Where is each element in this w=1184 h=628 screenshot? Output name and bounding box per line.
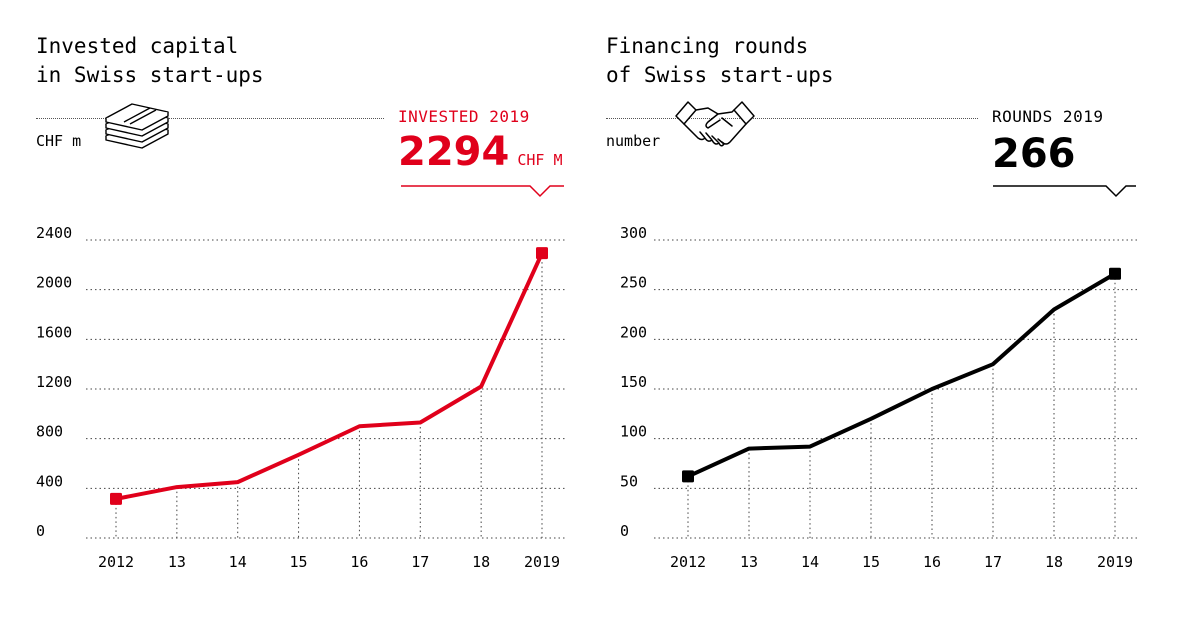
x-tick-label: 2019 — [1097, 553, 1133, 571]
x-tick-label: 18 — [472, 553, 490, 571]
y-tick-label: 200 — [620, 323, 647, 341]
financing-rounds-panel: Financing rounds of Swiss start-ups numb… — [592, 0, 1184, 628]
data-point — [743, 443, 755, 455]
endpoint-marker — [1109, 267, 1121, 280]
y-tick-label: 0 — [36, 522, 45, 540]
x-tick-label: 16 — [350, 553, 368, 571]
y-tick-label: 0 — [620, 522, 629, 540]
rounds-2019-value: 266 — [992, 131, 1076, 177]
invested-title-line-2: in Swiss start-ups — [36, 63, 264, 87]
rounds-unit-label: number — [606, 132, 661, 150]
x-tick-label: 14 — [229, 553, 247, 571]
banknotes-icon — [105, 103, 169, 149]
x-tick-label: 17 — [984, 553, 1002, 571]
data-point — [414, 417, 426, 429]
y-tick-label: 2000 — [36, 274, 72, 292]
rounds-2019-label: ROUNDS 2019 — [992, 107, 1104, 126]
invested-2019-unit: CHF M — [517, 151, 563, 169]
y-tick-label: 150 — [620, 373, 647, 391]
data-point — [353, 420, 365, 432]
header-divider — [606, 118, 978, 119]
invested-chart-title: Invested capital in Swiss start-ups — [36, 32, 264, 90]
data-point — [171, 481, 183, 493]
x-tick-label: 2012 — [98, 553, 134, 571]
data-point — [232, 476, 244, 488]
y-tick-label: 300 — [620, 224, 647, 242]
y-tick-label: 1200 — [36, 373, 72, 391]
x-tick-label: 16 — [923, 553, 941, 571]
y-tick-label: 50 — [620, 472, 638, 490]
data-point — [987, 358, 999, 370]
rounds-title-line-1: Financing rounds — [606, 34, 809, 58]
y-tick-label: 800 — [36, 423, 63, 441]
y-tick-label: 100 — [620, 423, 647, 441]
rounds-title-line-2: of Swiss start-ups — [606, 63, 834, 87]
y-tick-label: 2400 — [36, 224, 72, 242]
financing-rounds-chart: 0 50 100 150 200 250 300 2012 13 14 15 16 17 18 2019 — [620, 224, 1138, 571]
data-point — [293, 449, 305, 461]
data-point — [865, 413, 877, 425]
data-point — [926, 383, 938, 395]
x-tick-label: 2012 — [670, 553, 706, 571]
endpoint-marker — [536, 247, 548, 260]
invested-unit-label: CHF m — [36, 132, 82, 150]
handshake-icon — [675, 101, 755, 147]
x-tick-label: 14 — [801, 553, 819, 571]
y-tick-label: 1600 — [36, 323, 72, 341]
invested-title-line-1: Invested capital — [36, 34, 239, 58]
rounds-chart-title: Financing rounds of Swiss start-ups — [606, 32, 834, 90]
rounds-callout-pointer — [993, 185, 1136, 198]
invested-2019-value-group: 2294 CHF M — [398, 128, 562, 184]
x-tick-label: 13 — [168, 553, 186, 571]
invested-capital-panel: Invested capital in Swiss start-ups CHF … — [36, 32, 566, 571]
invested-capital-chart: 0 400 800 1200 1600 2000 2400 2012 13 14 15 16 17 18 2… — [36, 224, 566, 571]
endpoint-marker — [682, 470, 694, 483]
y-tick-label: 250 — [620, 274, 647, 292]
x-tick-label: 2019 — [524, 553, 560, 571]
x-tick-label: 15 — [862, 553, 880, 571]
x-tick-label: 13 — [740, 553, 758, 571]
invested-2019-value: 2294 — [398, 129, 510, 175]
endpoint-marker — [110, 492, 122, 505]
series-line — [114, 251, 544, 501]
x-tick-label: 17 — [411, 553, 429, 571]
invested-callout-pointer — [401, 185, 564, 198]
data-point — [475, 381, 487, 393]
x-tick-label: 15 — [290, 553, 308, 571]
data-point — [804, 441, 816, 453]
data-point — [1048, 304, 1060, 316]
header-divider — [36, 118, 384, 119]
x-tick-label: 18 — [1045, 553, 1063, 571]
y-tick-label: 400 — [36, 472, 63, 490]
invested-2019-label: INVESTED 2019 — [398, 107, 530, 126]
series-line — [686, 271, 1117, 479]
